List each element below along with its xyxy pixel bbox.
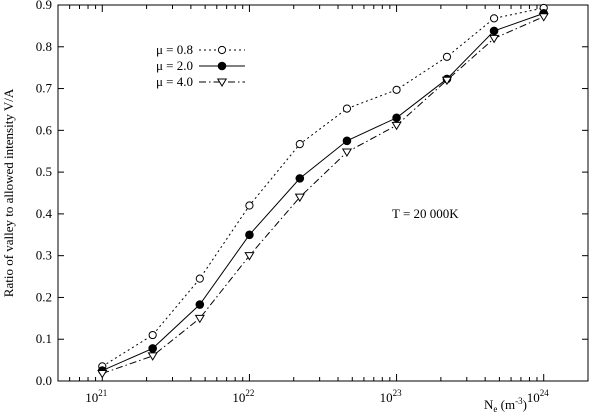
x-tick-label-base: 10 (232, 390, 245, 405)
y-axis: 0.0 0.1 0.2 0.3 0.4 0.5 0.6 0.7 0.8 0.9 (36, 0, 588, 388)
legend-entry: μ = 4.0 (156, 74, 245, 89)
y-tick-label: 0.4 (36, 206, 53, 221)
x-axis-label: Ne (m-3) (484, 396, 527, 414)
series-3 (97, 13, 549, 379)
data-point (295, 174, 305, 183)
legend-label: μ = 0.8 (156, 42, 193, 57)
x-tick-label: 1021 (85, 388, 107, 405)
data-point (442, 52, 452, 61)
series-1 (98, 3, 548, 371)
series-line (102, 12, 544, 372)
series-2 (97, 9, 549, 375)
x-axis-label-unit-post: ) (523, 397, 527, 412)
data-point (392, 85, 401, 94)
legend-label: μ = 2.0 (156, 58, 193, 73)
data-point (294, 193, 305, 203)
y-tick-label: 0.0 (36, 373, 52, 388)
legend-marker (217, 61, 227, 71)
data-point (391, 121, 402, 131)
data-point (148, 344, 157, 353)
y-tick-label: 0.7 (36, 81, 53, 96)
x-axis-label-unit-sup: -3 (515, 396, 523, 406)
data-point (489, 34, 500, 44)
x-tick-label-exp: 23 (393, 388, 403, 398)
data-point (295, 140, 304, 149)
data-point (147, 352, 158, 361)
data-point (245, 230, 254, 240)
x-tick-label-base: 10 (527, 390, 540, 405)
x-axis-label-sub: e (493, 404, 497, 414)
x-tick-label-base: 10 (380, 390, 393, 405)
data-point (392, 113, 401, 123)
data-point (195, 274, 204, 283)
y-tick-label: 0.5 (36, 164, 52, 179)
y-axis-label: Ratio of valley to allowed intensity V/A (1, 88, 16, 297)
x-tick-label-base: 10 (85, 390, 98, 405)
x-tick-label-exp: 22 (245, 388, 254, 398)
y-tick-label: 0.3 (36, 248, 52, 263)
x-tick-label: 1023 (380, 388, 403, 405)
data-point (245, 201, 254, 210)
data-point (342, 136, 352, 146)
legend-entry: μ = 0.8 (156, 42, 245, 57)
legend: μ = 0.8μ = 2.0μ = 4.0 (156, 42, 245, 89)
y-tick-label: 0.1 (36, 331, 52, 346)
y-tick-label: 0.8 (36, 39, 52, 54)
y-tick-label: 0.6 (36, 122, 53, 137)
data-point (194, 314, 205, 324)
legend-label: μ = 4.0 (156, 74, 193, 89)
data-point (489, 26, 499, 36)
data-point (341, 148, 353, 158)
x-tick-label: 1022 (232, 388, 254, 405)
series-line (102, 16, 544, 374)
x-axis-label-base: N (484, 397, 494, 412)
data-point (195, 300, 205, 309)
data-point (538, 13, 549, 22)
legend-marker (216, 78, 228, 87)
data-point (489, 14, 499, 23)
data-point (441, 76, 453, 86)
x-tick-label-exp: 24 (540, 388, 550, 398)
legend-marker (217, 45, 227, 55)
x-axis-label-unit-pre: (m (497, 397, 515, 412)
annotation-temperature: T = 20 000K (392, 206, 459, 221)
series-layer (97, 3, 549, 379)
x-axis: 1021 1022 1023 1024 (57, 5, 589, 405)
data-point (244, 252, 255, 261)
data-point (148, 330, 157, 340)
x-tick-label-exp: 21 (98, 388, 107, 398)
plot-frame (57, 4, 589, 382)
x-tick-label: 1024 (527, 388, 550, 405)
y-tick-label: 0.2 (36, 289, 52, 304)
series-line (102, 7, 544, 367)
y-tick-label: 0.9 (36, 0, 52, 12)
data-point (342, 104, 352, 113)
data-point (97, 369, 108, 379)
legend-entry: μ = 2.0 (156, 58, 245, 73)
